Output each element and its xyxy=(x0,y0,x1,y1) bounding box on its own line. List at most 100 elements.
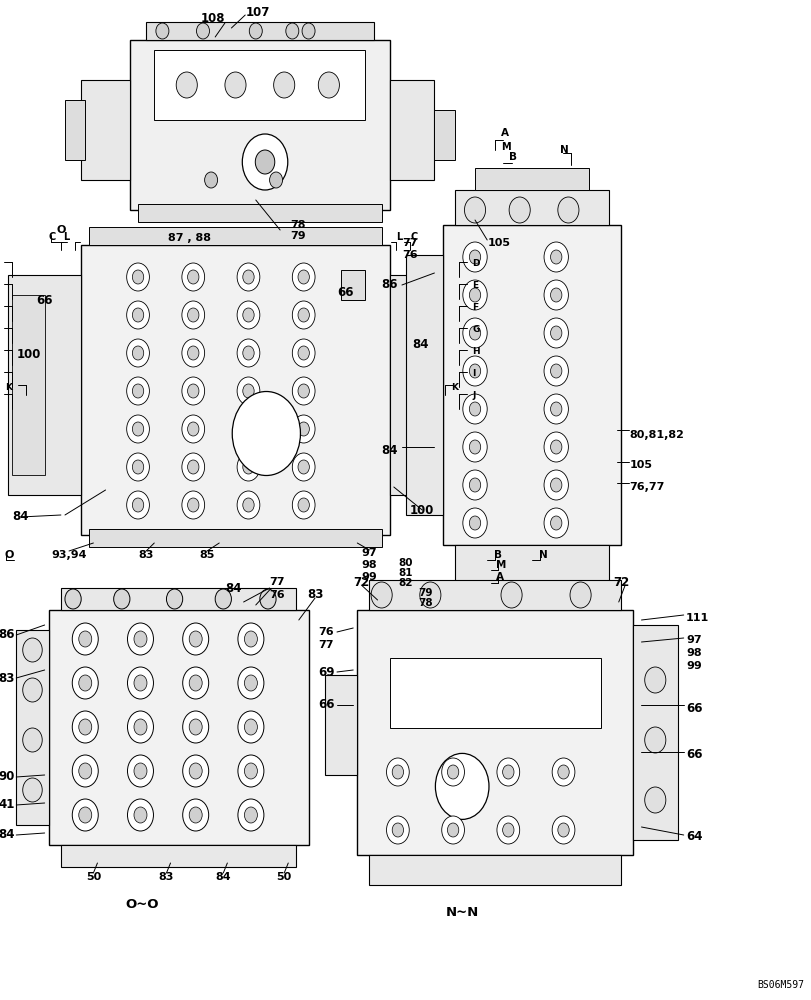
Circle shape xyxy=(182,301,204,329)
Circle shape xyxy=(644,727,665,753)
Circle shape xyxy=(238,755,264,787)
Circle shape xyxy=(273,72,294,98)
Circle shape xyxy=(543,470,568,500)
Circle shape xyxy=(242,270,254,284)
Circle shape xyxy=(550,516,561,530)
Circle shape xyxy=(189,719,202,735)
Text: 76,77: 76,77 xyxy=(629,482,664,492)
Circle shape xyxy=(238,667,264,699)
Circle shape xyxy=(187,422,199,436)
Circle shape xyxy=(447,765,458,779)
Circle shape xyxy=(23,638,42,662)
Circle shape xyxy=(65,589,81,609)
Circle shape xyxy=(225,72,246,98)
Bar xyxy=(633,625,677,840)
Circle shape xyxy=(242,134,287,190)
Text: 76: 76 xyxy=(269,590,285,600)
Bar xyxy=(12,295,45,475)
Bar xyxy=(49,610,308,845)
Text: 83: 83 xyxy=(307,588,323,601)
Text: O: O xyxy=(57,225,67,235)
Circle shape xyxy=(134,675,147,691)
Bar xyxy=(389,658,600,728)
Circle shape xyxy=(237,339,260,367)
Text: 76: 76 xyxy=(401,250,417,260)
Text: 100: 100 xyxy=(16,349,41,361)
Text: B: B xyxy=(508,152,517,162)
Text: E: E xyxy=(472,282,478,290)
Circle shape xyxy=(182,623,208,655)
Text: BS06M597: BS06M597 xyxy=(756,980,803,990)
Circle shape xyxy=(132,498,144,512)
Circle shape xyxy=(134,807,147,823)
Circle shape xyxy=(462,432,487,462)
Circle shape xyxy=(79,631,92,647)
Circle shape xyxy=(72,711,98,743)
Circle shape xyxy=(127,711,153,743)
Text: 90: 90 xyxy=(0,770,15,784)
Circle shape xyxy=(238,799,264,831)
Circle shape xyxy=(543,394,568,424)
Circle shape xyxy=(298,460,309,474)
Circle shape xyxy=(260,589,276,609)
Circle shape xyxy=(132,346,144,360)
Circle shape xyxy=(557,765,569,779)
Circle shape xyxy=(469,288,480,302)
Bar xyxy=(89,529,381,547)
Bar xyxy=(65,100,85,160)
Circle shape xyxy=(298,308,309,322)
Circle shape xyxy=(189,631,202,647)
Circle shape xyxy=(242,460,254,474)
Circle shape xyxy=(551,816,574,844)
Circle shape xyxy=(502,765,513,779)
Text: K: K xyxy=(450,382,457,391)
Circle shape xyxy=(447,823,458,837)
Circle shape xyxy=(569,582,590,608)
Text: 50: 50 xyxy=(86,872,101,882)
Circle shape xyxy=(298,422,309,436)
Circle shape xyxy=(469,402,480,416)
Circle shape xyxy=(419,582,440,608)
Circle shape xyxy=(543,508,568,538)
Text: D: D xyxy=(472,259,479,268)
Text: 87 , 88: 87 , 88 xyxy=(168,233,210,243)
Circle shape xyxy=(469,326,480,340)
Circle shape xyxy=(215,589,231,609)
Circle shape xyxy=(196,23,209,39)
Circle shape xyxy=(182,377,204,405)
Circle shape xyxy=(462,280,487,310)
Circle shape xyxy=(127,491,149,519)
Text: 78: 78 xyxy=(290,220,306,230)
Circle shape xyxy=(244,675,257,691)
Circle shape xyxy=(127,667,153,699)
Circle shape xyxy=(204,172,217,188)
Circle shape xyxy=(237,415,260,443)
Bar xyxy=(474,168,588,190)
Circle shape xyxy=(182,339,204,367)
Circle shape xyxy=(543,432,568,462)
Text: 85: 85 xyxy=(200,550,214,560)
Bar xyxy=(442,225,620,545)
Circle shape xyxy=(557,823,569,837)
Circle shape xyxy=(318,72,339,98)
Circle shape xyxy=(72,799,98,831)
Circle shape xyxy=(551,758,574,786)
Text: 66: 66 xyxy=(337,286,353,300)
Circle shape xyxy=(550,402,561,416)
Circle shape xyxy=(132,422,144,436)
Circle shape xyxy=(156,23,169,39)
Text: 93,94: 93,94 xyxy=(51,550,87,560)
Circle shape xyxy=(550,364,561,378)
Circle shape xyxy=(441,758,464,786)
Text: A: A xyxy=(496,572,504,582)
Text: H: H xyxy=(472,348,479,357)
Circle shape xyxy=(371,582,392,608)
Text: 105: 105 xyxy=(487,238,509,248)
Circle shape xyxy=(462,394,487,424)
Circle shape xyxy=(23,678,42,702)
Text: 99: 99 xyxy=(685,661,701,671)
Circle shape xyxy=(550,478,561,492)
Circle shape xyxy=(72,667,98,699)
Circle shape xyxy=(469,478,480,492)
Text: O~O: O~O xyxy=(125,898,159,912)
